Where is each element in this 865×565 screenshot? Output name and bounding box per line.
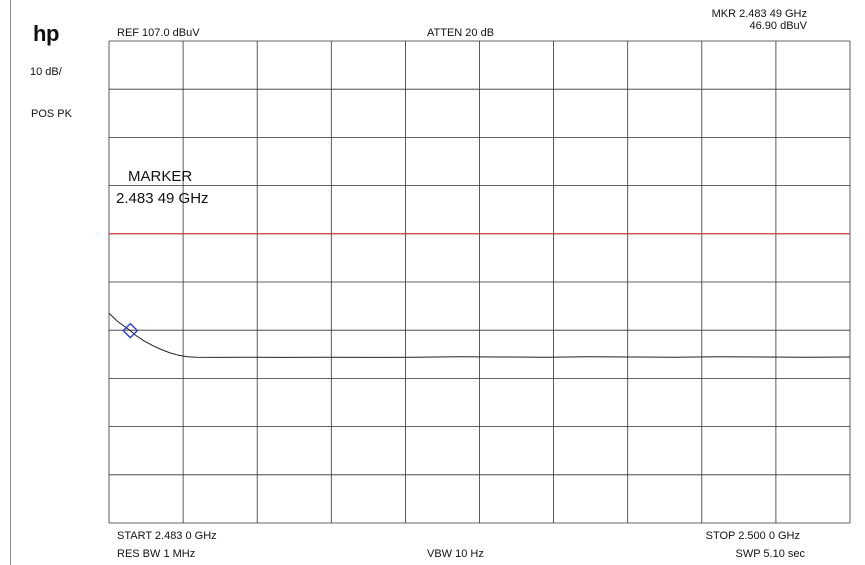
resolution-bandwidth-label: RES BW 1 MHz <box>117 548 196 560</box>
frame-left-border <box>10 0 11 565</box>
marker-level-readout: 46.90 dBuV <box>749 20 808 32</box>
marker-annotation-frequency: 2.483 49 GHz <box>116 190 209 207</box>
spectrum-trace <box>108 312 851 358</box>
plot-grid <box>108 40 851 524</box>
stop-frequency-label: STOP 2.500 0 GHz <box>705 530 800 542</box>
marker-diamond <box>122 322 139 339</box>
scale-label: 10 dB/ <box>30 66 62 78</box>
attenuation-label: ATTEN 20 dB <box>427 27 495 39</box>
hp-logo: hp <box>33 21 59 46</box>
sweep-time-label: SWP 5.10 sec <box>735 548 806 560</box>
video-bandwidth-label: VBW 10 Hz <box>427 548 484 560</box>
detector-label: POS PK <box>31 108 72 120</box>
marker-annotation-title: MARKER <box>128 168 193 185</box>
marker-frequency-readout: MKR 2.483 49 GHz <box>711 8 807 20</box>
ref-level-label: REF 107.0 dBuV <box>117 27 200 39</box>
start-frequency-label: START 2.483 0 GHz <box>117 530 217 542</box>
